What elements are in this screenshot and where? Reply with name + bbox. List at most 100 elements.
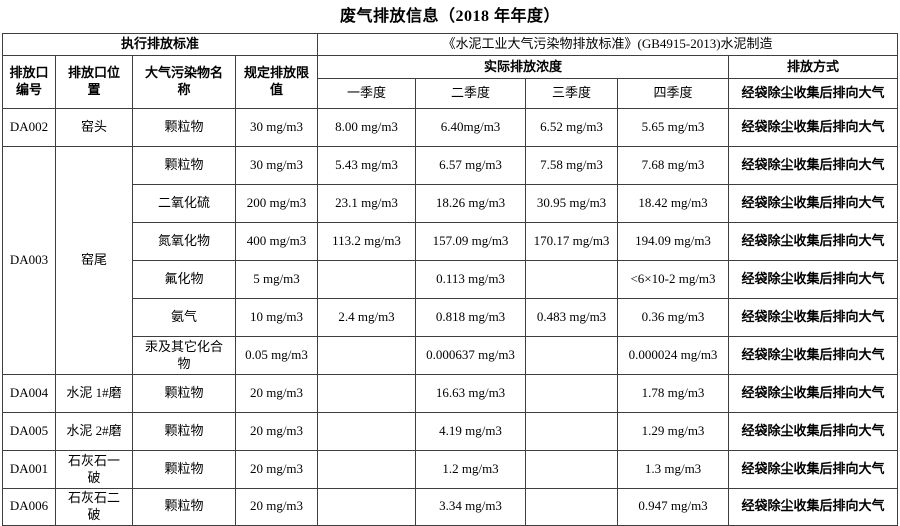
cell-q4: 7.68 mg/m3 (617, 146, 730, 185)
cell-method: 经袋除尘收集后排向大气 (728, 260, 899, 299)
table-row: DA004 水泥 1#磨 颗粒物 20 mg/m3 16.63 mg/m3 1.… (2, 374, 899, 413)
cell-q3 (525, 412, 619, 451)
cell-q1: 23.1 mg/m3 (317, 184, 417, 223)
cell-limit: 20 mg/m3 (234, 412, 319, 451)
cell-q4: 0.947 mg/m3 (617, 488, 730, 526)
header-standard-title: 《水泥工业大气污染物排放标准》(GB4915-2013)水泥制造 (317, 33, 899, 56)
cell-q2: 18.26 mg/m3 (415, 184, 527, 223)
cell-outlet-no: DA006 (2, 488, 56, 526)
cell-q3 (525, 374, 619, 413)
cell-q2: 16.63 mg/m3 (415, 374, 527, 413)
cell-q3: 170.17 mg/m3 (525, 222, 619, 261)
cell-q3 (525, 336, 619, 375)
cell-limit: 400 mg/m3 (234, 222, 319, 261)
cell-q4: 18.42 mg/m3 (617, 184, 730, 223)
cell-limit: 20 mg/m3 (234, 488, 319, 526)
header-q4: 四季度 (617, 78, 730, 109)
header-limit: 规定排放限值 (234, 55, 319, 109)
cell-method: 经袋除尘收集后排向大气 (728, 298, 899, 337)
cell-q4: 1.29 mg/m3 (617, 412, 730, 451)
cell-q1: 2.4 mg/m3 (317, 298, 417, 337)
cell-q4: 5.65 mg/m3 (617, 108, 730, 147)
cell-limit: 5 mg/m3 (234, 260, 319, 299)
header-row-groups: 排放口编号 排放口位置 大气污染物名称 规定排放限值 实际排放浓度 排放方式 (2, 55, 899, 109)
cell-q1 (317, 450, 417, 489)
emission-table: 执行排放标准 《水泥工业大气污染物排放标准》(GB4915-2013)水泥制造 … (1, 33, 899, 526)
cell-pollutant: 颗粒物 (132, 374, 236, 413)
header-outlet-no: 排放口编号 (2, 55, 56, 109)
cell-outlet-pos: 水泥 2#磨 (55, 412, 133, 451)
header-pollutant-name: 大气污染物名称 (132, 55, 236, 109)
cell-outlet-no: DA001 (2, 450, 56, 489)
cell-method: 经袋除尘收集后排向大气 (728, 336, 899, 375)
table-row: DA003 窑尾 颗粒物 30 mg/m3 5.43 mg/m3 6.57 mg… (2, 146, 899, 375)
cell-q3 (525, 260, 619, 299)
cell-q2: 6.40mg/m3 (415, 108, 527, 147)
cell-pollutant: 氮氧化物 (132, 222, 236, 261)
cell-q2: 3.34 mg/m3 (415, 488, 527, 526)
header-q3: 三季度 (525, 78, 619, 109)
cell-outlet-pos: 石灰石一破 (55, 450, 133, 489)
cell-q4: 194.09 mg/m3 (617, 222, 730, 261)
header-q2: 二季度 (415, 78, 527, 109)
cell-method: 经袋除尘收集后排向大气 (728, 374, 899, 413)
cell-limit: 30 mg/m3 (234, 146, 319, 185)
cell-pollutant: 颗粒物 (132, 146, 236, 185)
table-row: DA006 石灰石二破 颗粒物 20 mg/m3 3.34 mg/m3 0.94… (2, 488, 899, 526)
cell-method: 经袋除尘收集后排向大气 (728, 108, 899, 147)
cell-q2: 0.818 mg/m3 (415, 298, 527, 337)
cell-method: 经袋除尘收集后排向大气 (728, 146, 899, 185)
header-row-standards: 执行排放标准 《水泥工业大气污染物排放标准》(GB4915-2013)水泥制造 (1, 33, 899, 56)
page-title: 废气排放信息（2018 年年度） (339, 8, 560, 25)
cell-outlet-no: DA002 (2, 108, 56, 147)
cell-q3 (525, 450, 619, 489)
table-row: DA005 水泥 2#磨 颗粒物 20 mg/m3 4.19 mg/m3 1.2… (2, 412, 899, 451)
header-outlet-pos: 排放口位置 (55, 55, 133, 109)
cell-q2: 157.09 mg/m3 (415, 222, 527, 261)
cell-outlet-pos: 窑头 (55, 108, 133, 147)
header-q1: 一季度 (317, 78, 417, 109)
cell-q3: 7.58 mg/m3 (525, 146, 619, 185)
cell-q2: 6.57 mg/m3 (415, 146, 527, 185)
table-row: 氮氧化物 400 mg/m3 113.2 mg/m3 157.09 mg/m3 … (3, 222, 899, 261)
cell-limit: 20 mg/m3 (234, 450, 319, 489)
cell-outlet-no: DA005 (2, 412, 56, 451)
cell-q2: 0.113 mg/m3 (415, 260, 527, 299)
table-row: 二氧化硫 200 mg/m3 23.1 mg/m3 18.26 mg/m3 30… (3, 184, 899, 223)
cell-method: 经袋除尘收集后排向大气 (728, 488, 899, 526)
cell-limit: 20 mg/m3 (234, 374, 319, 413)
cell-q1 (317, 488, 417, 526)
cell-pollutant: 颗粒物 (132, 450, 236, 489)
cell-q4: <6×10-2 mg/m3 (617, 260, 730, 299)
cell-pollutant: 二氧化硫 (132, 184, 236, 223)
cell-pollutant: 颗粒物 (132, 488, 236, 526)
cell-pollutant: 汞及其它化合物 (132, 336, 236, 375)
cell-outlet-no: DA004 (2, 374, 56, 413)
cell-q4: 0.000024 mg/m3 (617, 336, 730, 375)
cell-outlet-pos: 石灰石二破 (55, 488, 133, 526)
cell-method: 经袋除尘收集后排向大气 (728, 222, 899, 261)
cell-limit: 200 mg/m3 (234, 184, 319, 223)
cell-q1 (317, 336, 417, 375)
cell-q4: 0.36 mg/m3 (617, 298, 730, 337)
cell-q2: 0.000637 mg/m3 (415, 336, 527, 375)
header-method: 排放方式 (728, 55, 899, 79)
cell-q1: 5.43 mg/m3 (317, 146, 417, 185)
cell-pollutant: 颗粒物 (132, 108, 236, 147)
cell-outlet-no: DA003 (2, 146, 56, 375)
table-row: 氟化物 5 mg/m3 0.113 mg/m3 <6×10-2 mg/m3 经袋… (3, 260, 899, 299)
cell-q1 (317, 374, 417, 413)
cell-method: 经袋除尘收集后排向大气 (728, 412, 899, 451)
cell-q4: 1.78 mg/m3 (617, 374, 730, 413)
cell-limit: 30 mg/m3 (234, 108, 319, 147)
header-row-quarters: 一季度 二季度 三季度 四季度 经袋除尘收集后排向大气 (3, 78, 899, 109)
cell-q2: 4.19 mg/m3 (415, 412, 527, 451)
cell-q1: 8.00 mg/m3 (317, 108, 417, 147)
cell-method: 经袋除尘收集后排向大气 (728, 450, 899, 489)
header-method-detail: 经袋除尘收集后排向大气 (728, 78, 899, 109)
cell-method: 经袋除尘收集后排向大气 (728, 184, 899, 223)
cell-q3: 0.483 mg/m3 (525, 298, 619, 337)
cell-q1: 113.2 mg/m3 (317, 222, 417, 261)
header-exec-standard: 执行排放标准 (1, 33, 319, 56)
table-row: DA001 石灰石一破 颗粒物 20 mg/m3 1.2 mg/m3 1.3 m… (2, 450, 899, 489)
